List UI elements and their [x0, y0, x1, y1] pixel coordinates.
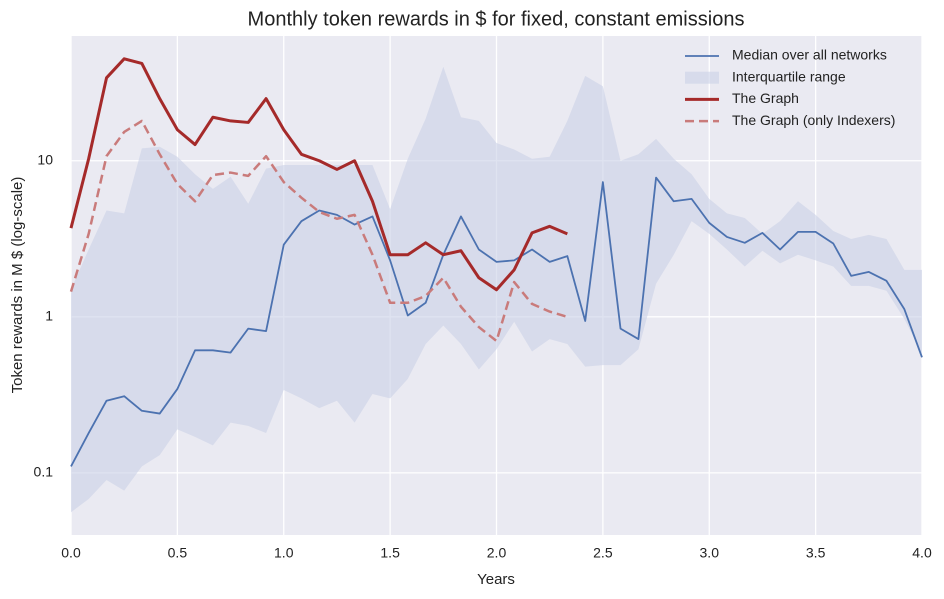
x-tick-label: 3.5 — [806, 545, 826, 561]
x-tick-label: 2.5 — [593, 545, 613, 561]
x-tick-label: 4.0 — [912, 545, 932, 561]
legend-label: The Graph (only Indexers) — [732, 112, 895, 128]
legend-label: Median over all networks — [732, 47, 887, 63]
legend-label: Interquartile range — [732, 68, 846, 84]
x-tick-label: 1.5 — [380, 545, 400, 561]
x-tick-label: 2.0 — [487, 545, 507, 561]
x-tick-label: 0.5 — [168, 545, 188, 561]
series-line — [70, 176, 923, 467]
y-tick-label: 1 — [45, 308, 53, 324]
y-tick-label: 0.1 — [34, 464, 54, 480]
x-tick-label: 1.0 — [274, 545, 294, 561]
series-line — [69, 119, 568, 343]
x-tick-label: 0.0 — [61, 545, 81, 561]
legend-swatch — [685, 71, 719, 84]
legend-label: The Graph — [732, 90, 799, 106]
chart-title: Monthly token rewards in $ for fixed, co… — [248, 8, 745, 30]
y-axis-label: Token rewards in M $ (log-scale) — [9, 177, 26, 394]
x-axis-label: Years — [477, 571, 515, 588]
y-tick-label: 10 — [37, 151, 53, 167]
series-line — [69, 57, 568, 292]
x-tick-label: 3.0 — [700, 545, 720, 561]
